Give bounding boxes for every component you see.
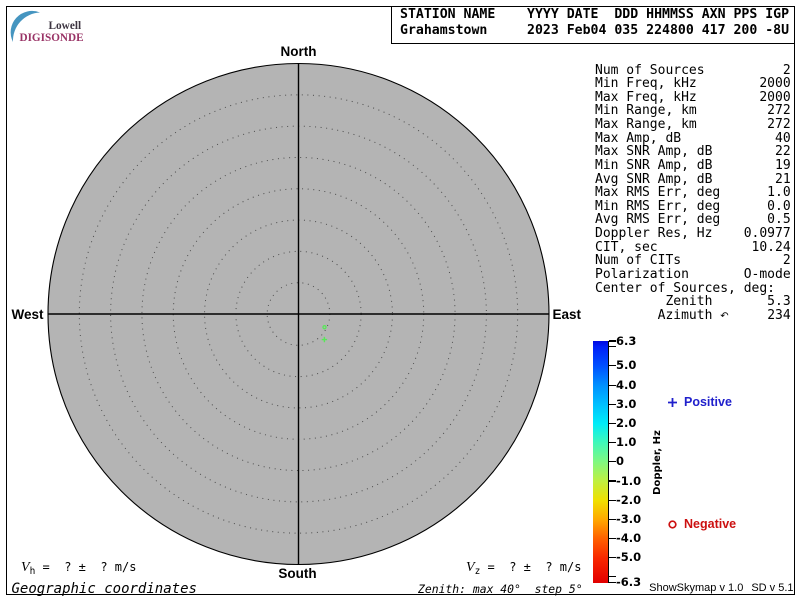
colorbar-tick-label: 5.0 — [616, 358, 637, 373]
colorbar-tick — [609, 340, 616, 342]
legend-negative: Negative — [667, 517, 736, 531]
stats-line: Min Freq, kHz 2000 — [595, 76, 791, 92]
vh-symbol: V — [21, 560, 30, 575]
colorbar-tick-label: 0 — [616, 454, 625, 469]
source-point-positive — [321, 336, 328, 343]
station-header: STATION NAME YYYY DATE DDD HHMMSS AXN PP… — [400, 7, 789, 39]
colorbar-tick — [609, 346, 616, 348]
circle-marker-icon — [668, 519, 677, 529]
colorbar-tick — [609, 518, 616, 520]
legend-positive-label: Positive — [684, 395, 732, 409]
vz-subscript: z — [474, 566, 481, 577]
sd-version: SD v 5.1 — [751, 582, 794, 594]
colorbar-tick-label: -3.0 — [616, 511, 642, 526]
stats-line: Doppler Res, Hz 0.0977 — [595, 226, 791, 242]
colorbar-tick — [609, 365, 616, 367]
stats-line: Avg SNR Amp, dB 21 — [595, 171, 791, 187]
station-header-box — [391, 7, 794, 44]
colorbar-tick-label: 2.0 — [616, 416, 637, 430]
stats-line: Min RMS Err, deg 0.0 — [595, 198, 791, 214]
stats-line: Avg RMS Err, deg 0.5 — [595, 212, 791, 228]
vz-value: = ? ± ? m/s — [480, 560, 582, 574]
colorbar-tick — [609, 384, 616, 386]
stats-line-azimuth: Azimuth ↶ 234 — [595, 307, 791, 323]
compass-label-south: South — [278, 566, 317, 581]
colorbar-tick-label: -1.0 — [616, 473, 642, 488]
stats-line: CIT, sec 10.24 — [595, 239, 791, 255]
colorbar-tick-label: -4.0 — [616, 531, 642, 546]
compass-label-north: North — [280, 44, 317, 59]
stats-line: Max RMS Err, deg 1.0 — [595, 185, 791, 201]
colorbar-tick-label: -2.0 — [616, 492, 642, 507]
colorbar-tick — [609, 576, 616, 578]
stats-line-zenith: Zenith 5.3 — [595, 294, 791, 310]
colorbar-tick — [609, 480, 616, 482]
outer-frame — [6, 6, 795, 595]
colorbar-tick-label: -6.3 — [616, 575, 642, 590]
header-values-line: Grahamstown 2023 Feb04 035 224800 417 20… — [400, 23, 790, 39]
compass-label-west: West — [11, 306, 44, 322]
colorbar-tick — [609, 499, 616, 501]
stats-line: Center of Sources, deg: — [595, 280, 776, 296]
source-point-negative — [322, 325, 327, 330]
stats-line: Max Amp, dB 40 — [595, 130, 791, 146]
doppler-colorbar — [593, 341, 609, 583]
compass-label-east: East — [552, 306, 582, 322]
digisonde-logo-arc-icon — [10, 10, 40, 43]
zenith-range-note: Zenith: max 40° step 5° — [418, 582, 583, 596]
stats-line: Num of Sources 2 — [595, 62, 791, 78]
logo-lowell-text: Lowell — [48, 19, 82, 32]
header-columns-line: STATION NAME YYYY DATE DDD HHMMSS AXN PP… — [400, 7, 790, 23]
colorbar-tick — [609, 442, 616, 444]
app-version: ShowSkymap v 1.0 — [649, 582, 744, 594]
measurement-stats-panel: Num of Sources 2 Min Freq, kHz 2000 Max Fr… — [595, 62, 791, 324]
stats-line: Max SNR Amp, dB 22 — [595, 144, 791, 160]
version-line: ShowSkymap v 1.0 SD v 5.1 — [600, 582, 794, 594]
stats-line: Max Freq, kHz 2000 — [595, 89, 791, 105]
colorbar-tick — [609, 557, 616, 559]
vh-subscript: h — [29, 566, 36, 577]
logo-digisonde-text: DIGISONDE — [19, 31, 84, 44]
colorbar-tick — [609, 582, 616, 584]
stats-line: Polarization O-mode — [595, 266, 791, 282]
colorbar-tick-label: -5.0 — [616, 550, 642, 565]
colorbar-tick — [609, 403, 616, 405]
stats-line: Num of CITs 2 — [595, 253, 791, 269]
plus-marker-icon — [668, 397, 677, 407]
colorbar-tick — [609, 422, 616, 425]
stats-line: Max Range, km 272 — [595, 117, 791, 133]
colorbar-tick-label: 4.0 — [616, 377, 637, 392]
coordinate-system-note: Geographic coordinates — [11, 580, 197, 597]
vz-symbol: V — [466, 560, 475, 575]
colorbar-tick — [609, 538, 616, 540]
colorbar-tick — [609, 461, 616, 463]
azimuth-rotation-icon: ↶ — [720, 310, 729, 322]
stats-line: Min SNR Amp, dB 19 — [595, 157, 791, 173]
colorbar-tick-label: 1.0 — [616, 435, 637, 450]
horizontal-velocity-readout: Vh = ? ± ? m/s — [21, 560, 136, 577]
stats-line: Min Range, km 272 — [595, 103, 791, 119]
colorbar-tick-label: 6.3 — [616, 333, 637, 348]
legend-negative-label: Negative — [684, 517, 737, 531]
vertical-velocity-readout: Vz = ? ± ? m/s — [466, 560, 581, 577]
colorbar-tick-label: 3.0 — [616, 396, 637, 411]
colorbar-axis-label: Doppler, Hz — [651, 429, 663, 495]
vh-value: = ? ± ? m/s — [35, 560, 137, 574]
legend-positive: Positive — [667, 395, 732, 409]
